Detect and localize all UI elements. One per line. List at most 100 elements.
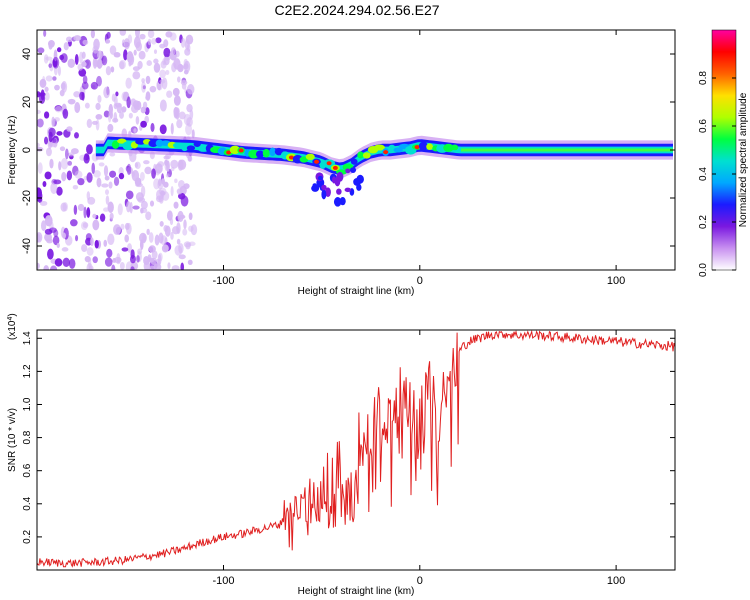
noise-speckle [170,167,175,172]
noise-speckle [170,47,176,56]
noise-speckle [150,257,157,266]
ridge-clump [305,153,315,161]
noise-speckle [92,219,100,231]
snr-plot-area [37,330,675,570]
noise-speckle [66,126,73,132]
ridge-hotspot [314,159,320,164]
noise-speckle [170,231,174,240]
noise-speckle [70,148,79,155]
noise-speckle [161,178,165,185]
noise-speckle [113,52,121,58]
noise-speckle [110,66,115,73]
noise-speckle [164,159,169,166]
noise-speckle [157,253,162,266]
noise-speckle [118,172,125,180]
spectrogram-x-tick-label: -100 [212,275,234,287]
noise-speckle [64,148,69,160]
noise-speckle [142,101,148,110]
noise-speckle [83,154,90,164]
noise-speckle [90,81,98,90]
noise-speckle [73,91,81,98]
noise-speckle [176,188,183,195]
noise-speckle [81,61,87,68]
ridge-clump [373,144,385,151]
noise-speckle [37,47,45,54]
noise-speckle [60,202,67,212]
noise-speckle [73,204,78,215]
ridge-clump [357,151,364,159]
noise-speckle [150,122,155,133]
noise-speckle [178,179,185,189]
noise-speckle [104,175,110,181]
ridge-streak [345,168,351,174]
noise-speckle [74,170,83,179]
noise-speckle [49,158,54,169]
ridge-clump [248,149,260,159]
ridge-clump [229,145,241,155]
noise-speckle [186,84,195,95]
noise-speckle [45,75,53,82]
noise-speckle [159,124,167,135]
noise-speckle [169,217,174,226]
spectrogram-y-tick-label: 40 [21,48,33,60]
ridge-streak [317,175,323,181]
noise-speckle [144,166,152,175]
ridge-clump [418,141,428,151]
noise-speckle [97,95,102,103]
noise-speckle [98,162,105,167]
noise-speckle [61,171,67,182]
noise-speckle [81,244,88,253]
noise-speckle [51,116,55,128]
noise-speckle [149,85,157,93]
noise-speckle [117,203,123,216]
spectrogram-y-tick-label: 20 [21,96,33,108]
noise-speckle [37,142,40,148]
noise-speckle [84,102,90,109]
noise-speckle [133,128,137,133]
noise-speckle [149,200,155,207]
noise-speckle [86,207,91,218]
noise-speckle [92,213,97,219]
spectrogram-x-label: Height of straight line (km) [298,286,415,297]
noise-speckle [45,147,52,157]
ridge-band-inner [95,139,673,173]
noise-speckle [176,119,183,129]
ridge-clump [269,147,276,157]
snr-y-tick-label: 1.2 [22,364,33,378]
noise-speckle [159,69,166,79]
noise-speckle [66,36,73,43]
noise-speckle [132,71,141,80]
noise-speckle [53,179,62,185]
noise-speckle [141,81,146,93]
noise-speckle [111,264,116,270]
noise-speckle [123,38,130,50]
ridge-streak [333,197,342,207]
noise-speckle [109,170,117,178]
noise-speckle [155,169,161,176]
noise-speckle [126,201,131,213]
noise-speckle [101,55,108,66]
noise-speckle [72,184,79,190]
noise-speckle [107,111,112,123]
noise-speckle [86,144,93,155]
noise-speckle [121,106,127,113]
noise-speckle [103,239,108,247]
noise-speckle [104,189,110,195]
noise-speckle [63,42,69,51]
noise-speckle [80,221,88,231]
ridge-clump [255,150,265,158]
noise-speckle [180,37,186,48]
noise-speckle [159,99,167,112]
ridge-clump [443,143,454,152]
noise-speckle [128,53,135,66]
noise-speckle [177,159,184,171]
noise-speckle [42,180,47,188]
noise-speckle [191,129,195,139]
noise-speckle [177,76,181,83]
noise-speckle [56,47,62,53]
ridge-clump [426,143,434,150]
noise-speckle [75,234,79,242]
ridge-clump [117,138,127,144]
noise-speckle [92,256,98,264]
noise-speckle [129,151,137,163]
